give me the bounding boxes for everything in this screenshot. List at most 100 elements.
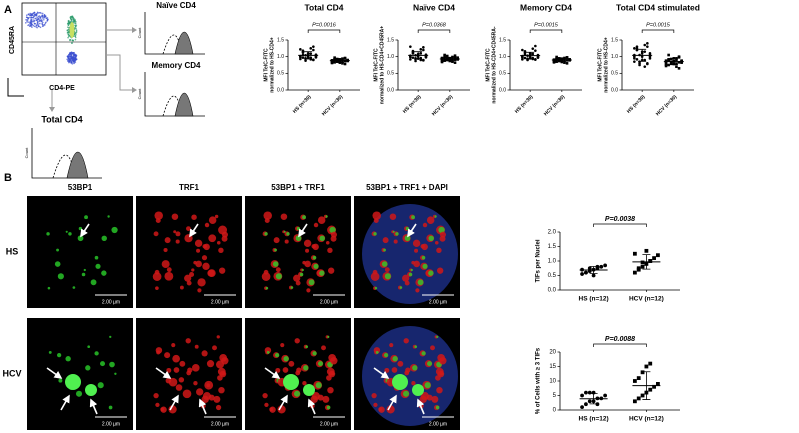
flow-event [36,16,38,19]
flow-event [36,12,39,14]
data-point [580,272,584,276]
flow-event [36,22,39,25]
data-point [341,62,344,65]
y-tick-label: 0.5 [277,71,284,77]
data-point [521,48,524,52]
green-spot [301,268,304,272]
green-spot [56,248,59,252]
flow-event [69,17,72,20]
sd-bar [414,51,423,60]
green-spot [286,232,290,236]
red-spot [164,237,171,244]
data-point [534,58,537,61]
flow-event [47,18,49,21]
sd-bar [526,51,535,60]
red-spot [178,377,185,383]
data-point [312,48,315,52]
flow-event [75,27,77,30]
red-spot [411,381,416,386]
red-spot [168,377,178,387]
significance-bracket [417,29,451,33]
red-spot [221,357,229,365]
y-tick-label: 1.0 [277,54,284,60]
flow-event [41,25,44,28]
data-point [646,62,649,66]
y-tick-label: 0.0 [387,87,394,93]
green-spot [101,270,107,276]
scale-label: 2.00 µm [102,299,120,305]
flow-event [66,58,68,61]
red-spot [201,350,208,357]
green-spot [325,215,328,218]
green-spot [428,270,434,276]
data-point [443,56,446,60]
pointer-arrow [307,398,316,415]
red-spot [160,406,167,413]
red-spot [173,230,177,234]
sd-bar [638,48,647,62]
red-spot [193,381,198,386]
red-spot [193,260,197,265]
data-point [333,58,336,61]
flow-event [33,22,36,25]
pointer-arrow [298,223,308,238]
data-point [580,405,584,409]
red-spot [196,388,204,396]
green-spot [412,365,418,371]
red-spot [371,392,377,399]
green-spot [68,232,72,236]
red-spot [419,395,427,404]
count-label: Count [137,88,142,100]
red-spot [155,286,159,290]
red-spot [317,394,324,401]
flow-event [35,24,38,27]
red-spot [175,239,180,244]
flow-event [73,20,76,23]
green-spot [293,390,301,397]
red-spot [328,267,335,274]
flow-event [32,15,35,18]
flow-event [66,26,69,28]
green-spot [373,232,377,236]
green-spot [326,405,331,410]
flow-event [75,33,77,36]
green-focus [412,384,424,396]
green-spot [78,226,83,231]
green-spot [302,215,306,220]
sd-bar [335,58,344,63]
red-spot [397,360,404,367]
flow-event [66,32,69,34]
x-tick-label: HCV (n=12) [629,296,664,303]
data-point [633,47,636,50]
y-tick-label: 0.0 [499,87,506,93]
flow-event [68,60,70,62]
flow-event [27,18,30,20]
data-point [648,361,653,366]
p-value: P=0.0015 [646,22,671,28]
data-point [422,46,425,49]
flow-event [44,24,46,26]
data-point [648,259,653,263]
data-point [557,59,561,62]
red-spot [175,384,183,391]
green-spot [299,272,304,277]
green-spot [77,235,84,242]
flow-event [41,21,44,24]
p-value: P=0.0088 [605,336,635,343]
data-point [643,50,647,53]
data-point [643,43,647,47]
flow-event [32,24,35,27]
data-point [443,55,446,58]
count-label: Count [137,27,142,39]
green-spot [410,268,413,272]
data-point [635,45,639,48]
green-spot [384,273,391,280]
red-spot [161,260,170,269]
red-spot [326,375,332,381]
red-spot [310,395,318,404]
data-point [635,48,639,52]
green-spot [94,351,99,356]
significance-bracket [641,29,675,33]
flow-event [72,16,74,19]
flow-event [67,24,70,27]
